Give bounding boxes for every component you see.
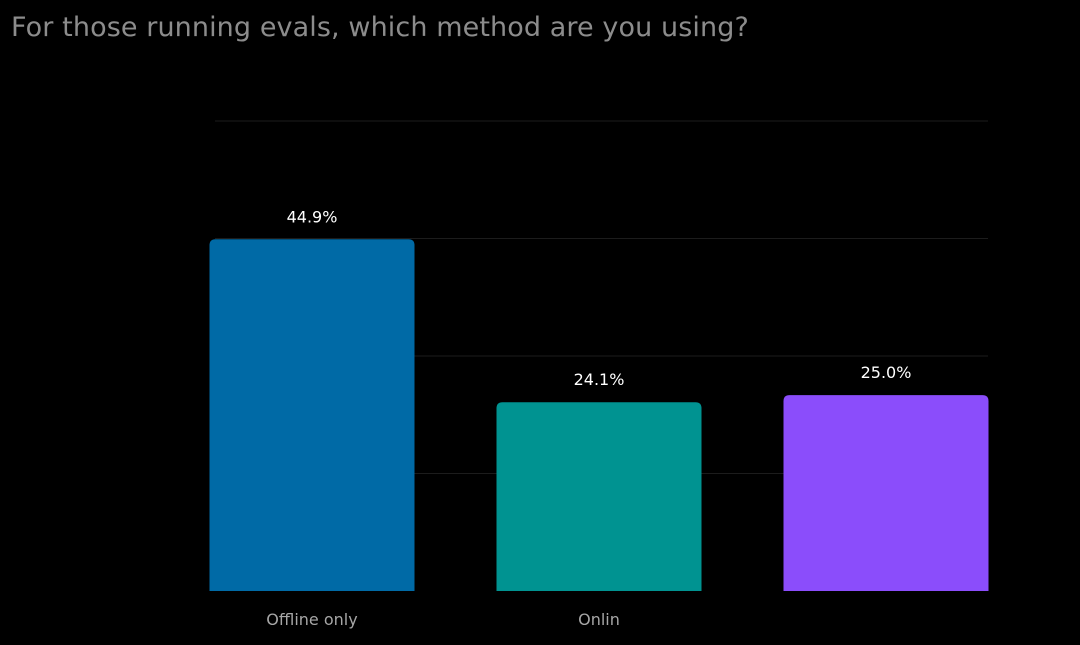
value-labels: 44.9% 24.1% 25.0%	[287, 207, 912, 389]
bar-3	[783, 395, 989, 591]
bar-1	[209, 239, 415, 592]
category-label-2: Onlin	[578, 610, 620, 629]
value-label-2: 24.1%	[574, 370, 625, 389]
value-label-1: 44.9%	[287, 207, 338, 226]
bars	[209, 239, 989, 592]
value-label-3: 25.0%	[861, 363, 912, 382]
category-label-1: Offline only	[266, 610, 357, 629]
category-labels: Offline only Onlin	[266, 610, 620, 629]
bar-2	[496, 402, 702, 591]
chart-title: For those running evals, which method ar…	[11, 12, 749, 43]
